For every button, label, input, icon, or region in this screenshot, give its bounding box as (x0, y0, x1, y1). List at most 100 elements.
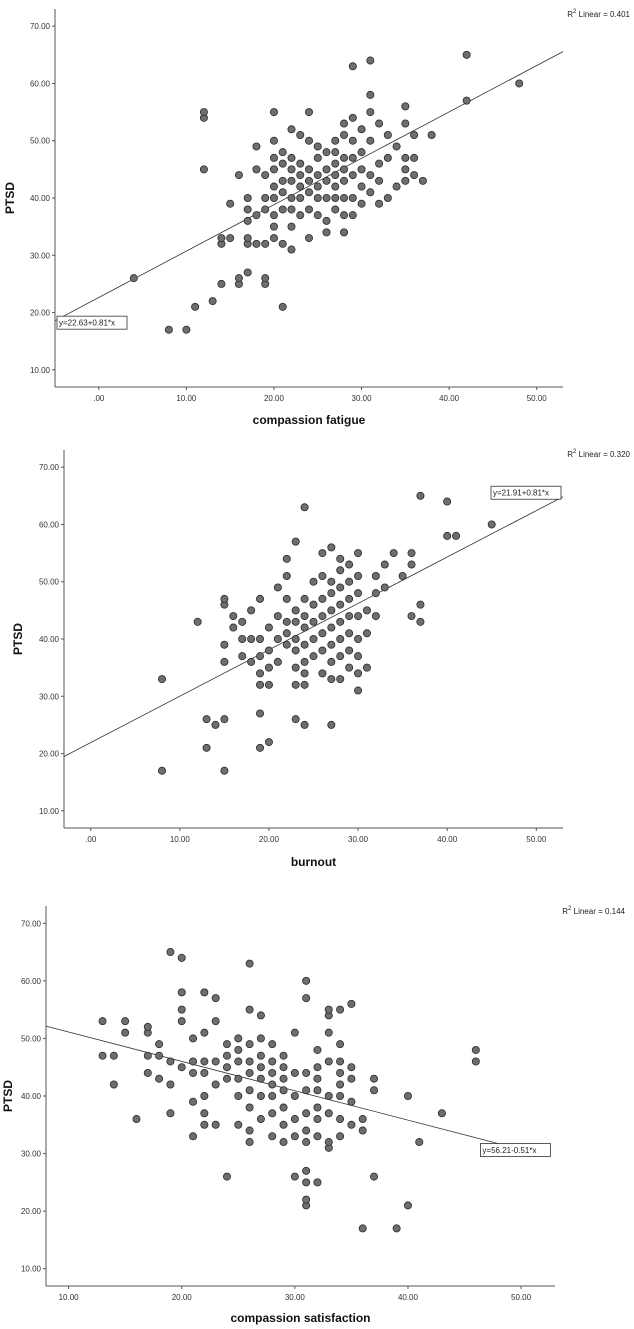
data-point (358, 1115, 367, 1124)
data-point (245, 1126, 254, 1135)
data-point (345, 629, 354, 638)
data-point (327, 606, 336, 615)
data-point (462, 50, 471, 59)
data-point (268, 1080, 277, 1089)
data-point (366, 108, 375, 117)
data-point (336, 1091, 345, 1100)
data-point (443, 497, 452, 506)
y-tick-label: 30.00 (30, 251, 51, 260)
data-point (245, 1138, 254, 1147)
data-point (269, 234, 278, 243)
data-point (177, 1005, 186, 1014)
data-point (327, 543, 336, 552)
data-point (256, 669, 265, 678)
data-point (300, 503, 309, 512)
data-point (200, 1091, 209, 1100)
data-point (340, 193, 349, 202)
data-point (121, 1028, 130, 1037)
data-point (177, 953, 186, 962)
y-axis-title: PTSD (11, 623, 25, 655)
data-point (226, 199, 235, 208)
x-tick-label: 10.00 (170, 835, 191, 844)
data-point (211, 994, 220, 1003)
data-point (222, 1063, 231, 1072)
x-tick-label: 20.00 (264, 394, 285, 403)
data-point (357, 182, 366, 191)
data-point (269, 136, 278, 145)
data-point (199, 165, 208, 174)
data-point (336, 1057, 345, 1066)
data-point (256, 652, 265, 661)
data-point (243, 268, 252, 277)
data-point (347, 1120, 356, 1129)
x-tick-label: 30.00 (348, 835, 369, 844)
data-point (234, 1091, 243, 1100)
data-point (401, 176, 410, 185)
data-point (273, 657, 282, 666)
data-point (256, 1063, 265, 1072)
data-point (200, 1057, 209, 1066)
scatter-chart-compassion-fatigue: 10.00 20.00 30.00 40.00 50.00 60.00 70.00 .00 10… (3, 9, 631, 427)
data-point (401, 153, 410, 162)
data-point (264, 663, 273, 672)
data-point (211, 1120, 220, 1129)
data-point (268, 1132, 277, 1141)
data-point (348, 193, 357, 202)
data-point (392, 142, 401, 151)
data-point (336, 1005, 345, 1014)
data-point (437, 1109, 446, 1118)
data-point (383, 193, 392, 202)
data-point (347, 1063, 356, 1072)
regression-line (63, 496, 564, 757)
data-point (375, 159, 384, 168)
data-point (234, 1120, 243, 1129)
data-point (327, 675, 336, 684)
data-point (313, 142, 322, 151)
data-point (340, 153, 349, 162)
data-point (279, 1051, 288, 1060)
y-tick-label: 20.00 (21, 1207, 42, 1216)
data-point (291, 715, 300, 724)
data-point (515, 79, 524, 88)
data-point (309, 617, 318, 626)
data-point (336, 617, 345, 626)
data-point (357, 199, 366, 208)
data-point (304, 165, 313, 174)
data-point (403, 1091, 412, 1100)
r2-linear-label: R2 Linear = 0.401 (567, 9, 630, 19)
data-point (279, 1120, 288, 1129)
data-point (327, 577, 336, 586)
data-point (290, 1091, 299, 1100)
data-point (155, 1074, 164, 1083)
data-point (327, 640, 336, 649)
data-point (300, 657, 309, 666)
y-tick-label: 50.00 (39, 578, 60, 587)
data-point (243, 193, 252, 202)
data-point (287, 205, 296, 214)
data-point (370, 1086, 379, 1095)
data-point (155, 1051, 164, 1060)
data-point (362, 606, 371, 615)
data-point (245, 1040, 254, 1049)
data-point (340, 228, 349, 237)
data-point (336, 583, 345, 592)
data-point (375, 119, 384, 128)
data-point (336, 1132, 345, 1141)
data-point (290, 1132, 299, 1141)
y-tick-label: 40.00 (21, 1092, 42, 1101)
data-point (238, 617, 247, 626)
data-point (313, 182, 322, 191)
y-axis-title: PTSD (1, 1080, 15, 1112)
data-point (202, 715, 211, 724)
data-point (296, 182, 305, 191)
y-tick-label: 60.00 (39, 520, 60, 529)
data-point (290, 1068, 299, 1077)
data-point (324, 1109, 333, 1118)
data-point (211, 1080, 220, 1089)
data-point (471, 1045, 480, 1054)
data-point (256, 594, 265, 603)
y-tick-label: 70.00 (21, 919, 42, 928)
data-point (247, 634, 256, 643)
x-tick-label: 50.00 (511, 1293, 532, 1302)
data-point (261, 274, 270, 283)
